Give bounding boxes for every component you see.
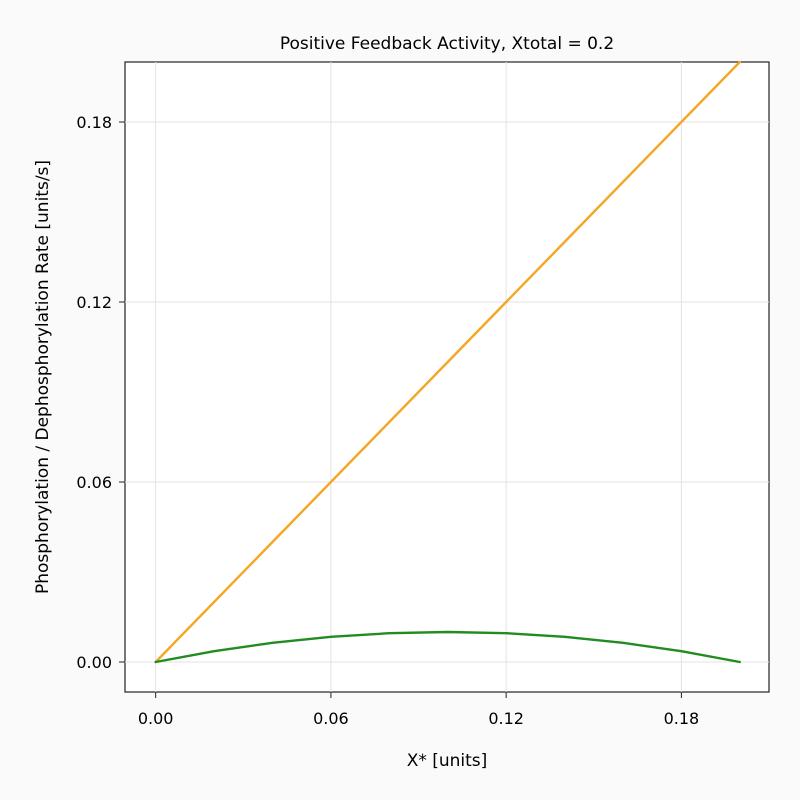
plot-area bbox=[124, 61, 770, 693]
x-tick-label: 0.00 bbox=[138, 709, 174, 728]
y-tick-label: 0.18 bbox=[76, 113, 112, 132]
series-group bbox=[154, 60, 741, 664]
x-tick-label: 0.06 bbox=[313, 709, 349, 728]
grid bbox=[125, 62, 769, 692]
x-tick-label: 0.12 bbox=[488, 709, 524, 728]
y-tick-label: 0.12 bbox=[76, 293, 112, 312]
y-tick-label: 0.06 bbox=[76, 473, 112, 492]
chart-title: Positive Feedback Activity, Xtotal = 0.2 bbox=[280, 34, 614, 54]
y-axis-label: Phosphorylation / Dephosphorylation Rate… bbox=[33, 160, 53, 594]
x-tick-label: 0.18 bbox=[664, 709, 700, 728]
x-axis-label: X* [units] bbox=[407, 751, 488, 771]
series-line-2 bbox=[154, 630, 741, 664]
series-line-1 bbox=[154, 60, 741, 664]
y-tick-label: 0.00 bbox=[76, 653, 112, 672]
axis-ticks: 0.00 0.06 0.12 0.18 0.00 0.06 0.12 0.18 bbox=[76, 113, 699, 728]
